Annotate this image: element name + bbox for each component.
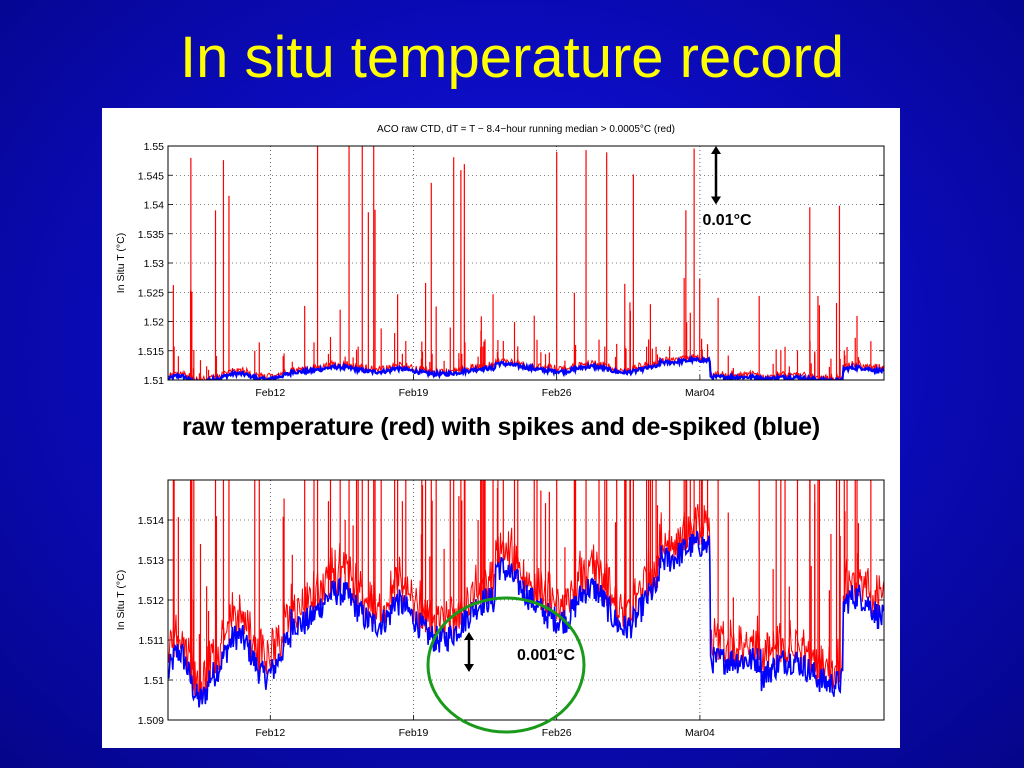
plot-frame [167,145,885,381]
slide-title: In situ temperature record [179,25,845,90]
y-tick-label: 1.53 [144,258,165,270]
scale-arrow-head-up [464,632,474,640]
highlight-circle [426,596,586,734]
scale-annotation: 0.01°C [702,212,752,229]
plot-bottom [167,479,885,734]
x-tick-label: Mar04 [685,727,715,739]
y-tick-label: 1.515 [138,346,164,358]
y-tick-label: 1.509 [138,715,164,727]
x-tick-label: Feb26 [542,387,572,399]
plot-frame [167,479,885,721]
y-tick-label: 1.51 [144,375,165,387]
y-tick-label: 1.512 [138,595,164,607]
y-tick-label: 1.55 [144,141,165,153]
y-tick-label: 1.51 [144,675,165,687]
y-tick-label: 1.513 [138,555,164,567]
y-tick-label: 1.535 [138,229,164,241]
x-tick-label: Mar04 [685,387,715,399]
y-tick-label: 1.525 [138,287,164,299]
y-tick-label: 1.511 [139,635,165,647]
scale-arrow-head-down [711,196,721,205]
series-despiked [168,354,884,380]
scale-arrow-head-up [711,146,721,154]
chart-title: ACO raw CTD, dT = T − 8.4−hour running m… [377,124,675,135]
plot-top [167,145,885,381]
scale-arrow-head-down [464,664,474,672]
y-tick-label: 1.52 [144,317,165,329]
scale-annotation: 0.001°C [517,647,575,664]
y-tick-label: 1.514 [138,515,164,527]
x-tick-label: Feb12 [255,387,285,399]
x-tick-label: Feb19 [399,387,429,399]
x-tick-label: Feb19 [399,727,429,739]
y-axis-label: In Situ T (°C) [115,233,127,293]
figure-caption: raw temperature (red) with spikes and de… [182,413,820,441]
y-tick-label: 1.54 [144,200,165,212]
series-despiked [168,530,884,708]
x-tick-label: Feb26 [542,727,572,739]
x-tick-label: Feb12 [255,727,285,739]
figure-panel: 1.51 1.515 1.52 1.525 1.53 1.535 1.54 1.545 1.55… [102,108,900,748]
y-axis-label: In Situ T (°C) [115,570,127,630]
temperature-figure: 1.51 1.515 1.52 1.525 1.53 1.535 1.54 1.545 1.55… [115,124,885,739]
y-tick-label: 1.545 [138,170,164,182]
